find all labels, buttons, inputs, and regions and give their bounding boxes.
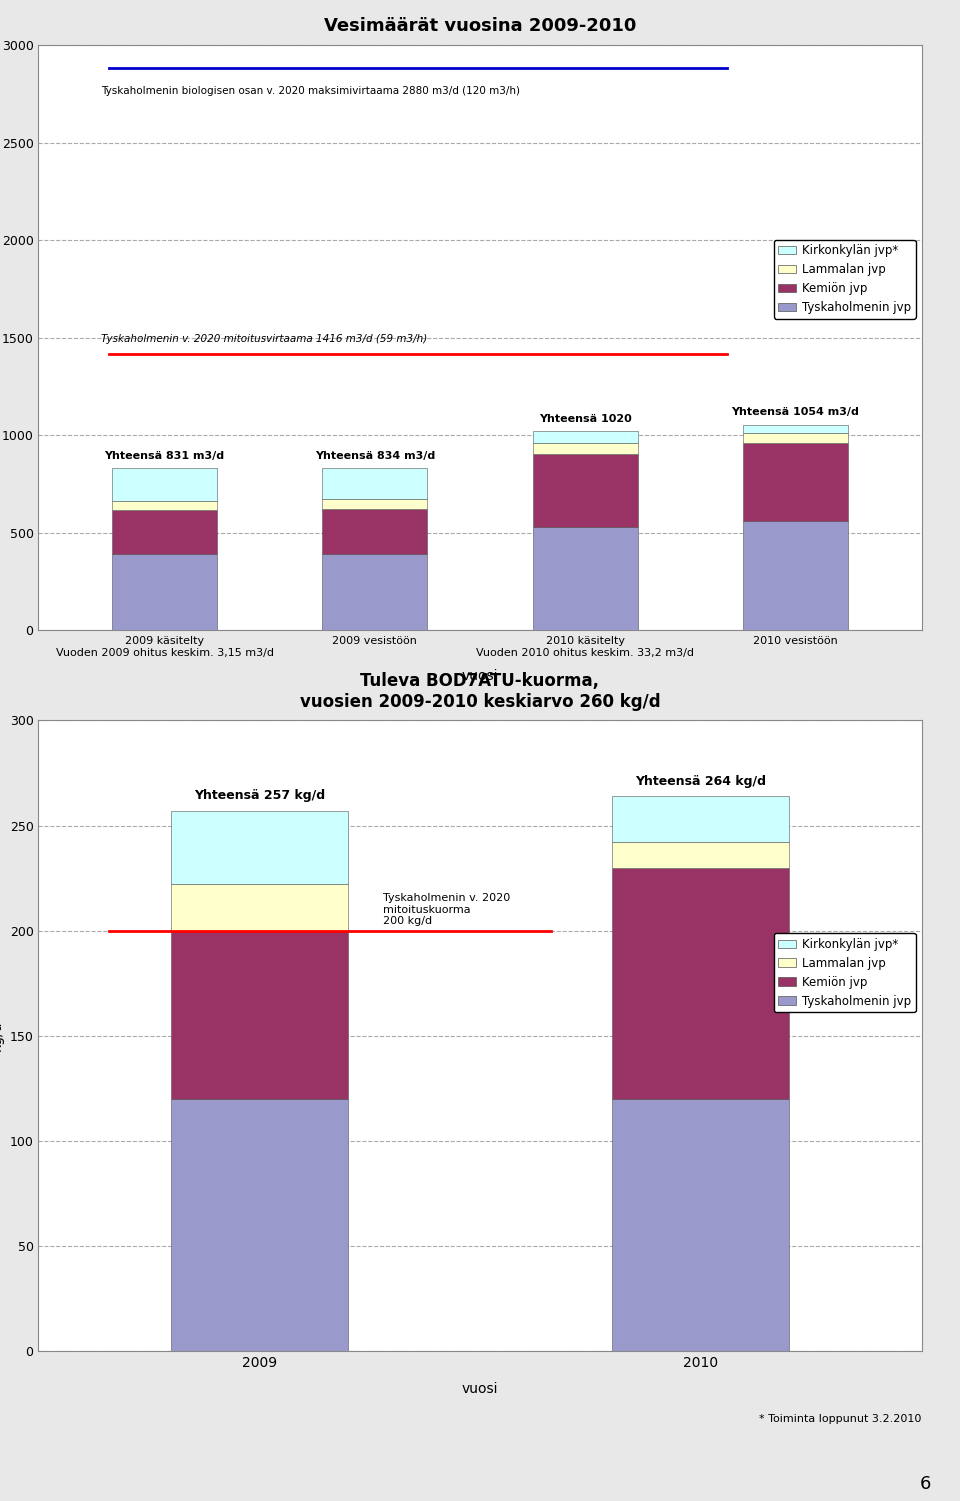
Bar	[743, 434, 848, 443]
Bar	[112, 554, 217, 630]
Text: * Toiminta loppunut 3.2.2010: * Toiminta loppunut 3.2.2010	[759, 1414, 922, 1424]
Bar	[612, 1099, 789, 1351]
Bar	[323, 468, 427, 498]
Bar	[112, 501, 217, 510]
Bar	[743, 425, 848, 434]
Bar	[171, 931, 348, 1099]
X-axis label: vuosi: vuosi	[462, 1381, 498, 1396]
Legend: Kirkonkylän jvp*, Lammalan jvp, Kemiön jvp, Tyskaholmenin jvp: Kirkonkylän jvp*, Lammalan jvp, Kemiön j…	[774, 240, 916, 318]
Text: Tyskaholmenin biologisen osan v. 2020 maksimivirtaama 2880 m3/d (120 m3/h): Tyskaholmenin biologisen osan v. 2020 ma…	[102, 86, 520, 96]
Bar	[323, 498, 427, 509]
Text: Tyskaholmenin v. 2020
mitoituskuorma
200 kg/d: Tyskaholmenin v. 2020 mitoituskuorma 200…	[383, 893, 510, 926]
Bar	[112, 510, 217, 554]
Y-axis label: kg/d: kg/d	[0, 1021, 4, 1051]
Bar	[743, 521, 848, 630]
Bar	[612, 796, 789, 842]
Bar	[743, 443, 848, 521]
Title: Vesimäärät vuosina 2009-2010: Vesimäärät vuosina 2009-2010	[324, 17, 636, 35]
Bar	[533, 453, 637, 527]
Text: Yhteensä 1020: Yhteensä 1020	[539, 414, 632, 423]
Text: Yhteensä 264 kg/d: Yhteensä 264 kg/d	[636, 775, 766, 788]
Text: Yhteensä 831 m3/d: Yhteensä 831 m3/d	[105, 450, 225, 461]
Bar	[533, 527, 637, 630]
Bar	[612, 842, 789, 868]
Title: Tuleva BOD7ATU-kuorma,
vuosien 2009-2010 keskiarvo 260 kg/d: Tuleva BOD7ATU-kuorma, vuosien 2009-2010…	[300, 672, 660, 710]
Legend: Kirkonkylän jvp*, Lammalan jvp, Kemiön jvp, Tyskaholmenin jvp: Kirkonkylän jvp*, Lammalan jvp, Kemiön j…	[774, 934, 916, 1012]
Text: 6: 6	[920, 1475, 931, 1493]
Bar	[533, 443, 637, 453]
Bar	[323, 554, 427, 630]
Text: Yhteensä 1054 m3/d: Yhteensä 1054 m3/d	[732, 407, 859, 417]
Text: Tyskaholmenin v. 2020 mitoitusvirtaama 1416 m3/d (59 m3/h): Tyskaholmenin v. 2020 mitoitusvirtaama 1…	[102, 335, 428, 344]
Bar	[171, 1099, 348, 1351]
Bar	[112, 468, 217, 501]
Bar	[533, 431, 637, 443]
Text: Yhteensä 834 m3/d: Yhteensä 834 m3/d	[315, 450, 435, 461]
Text: * Toiminta loppunut 3.2.2010: * Toiminta loppunut 3.2.2010	[759, 723, 922, 734]
Bar	[171, 811, 348, 884]
X-axis label: vuosi: vuosi	[462, 668, 498, 683]
Text: Yhteensä 257 kg/d: Yhteensä 257 kg/d	[194, 790, 324, 803]
Bar	[171, 884, 348, 931]
Bar	[323, 509, 427, 554]
Bar	[612, 868, 789, 1099]
